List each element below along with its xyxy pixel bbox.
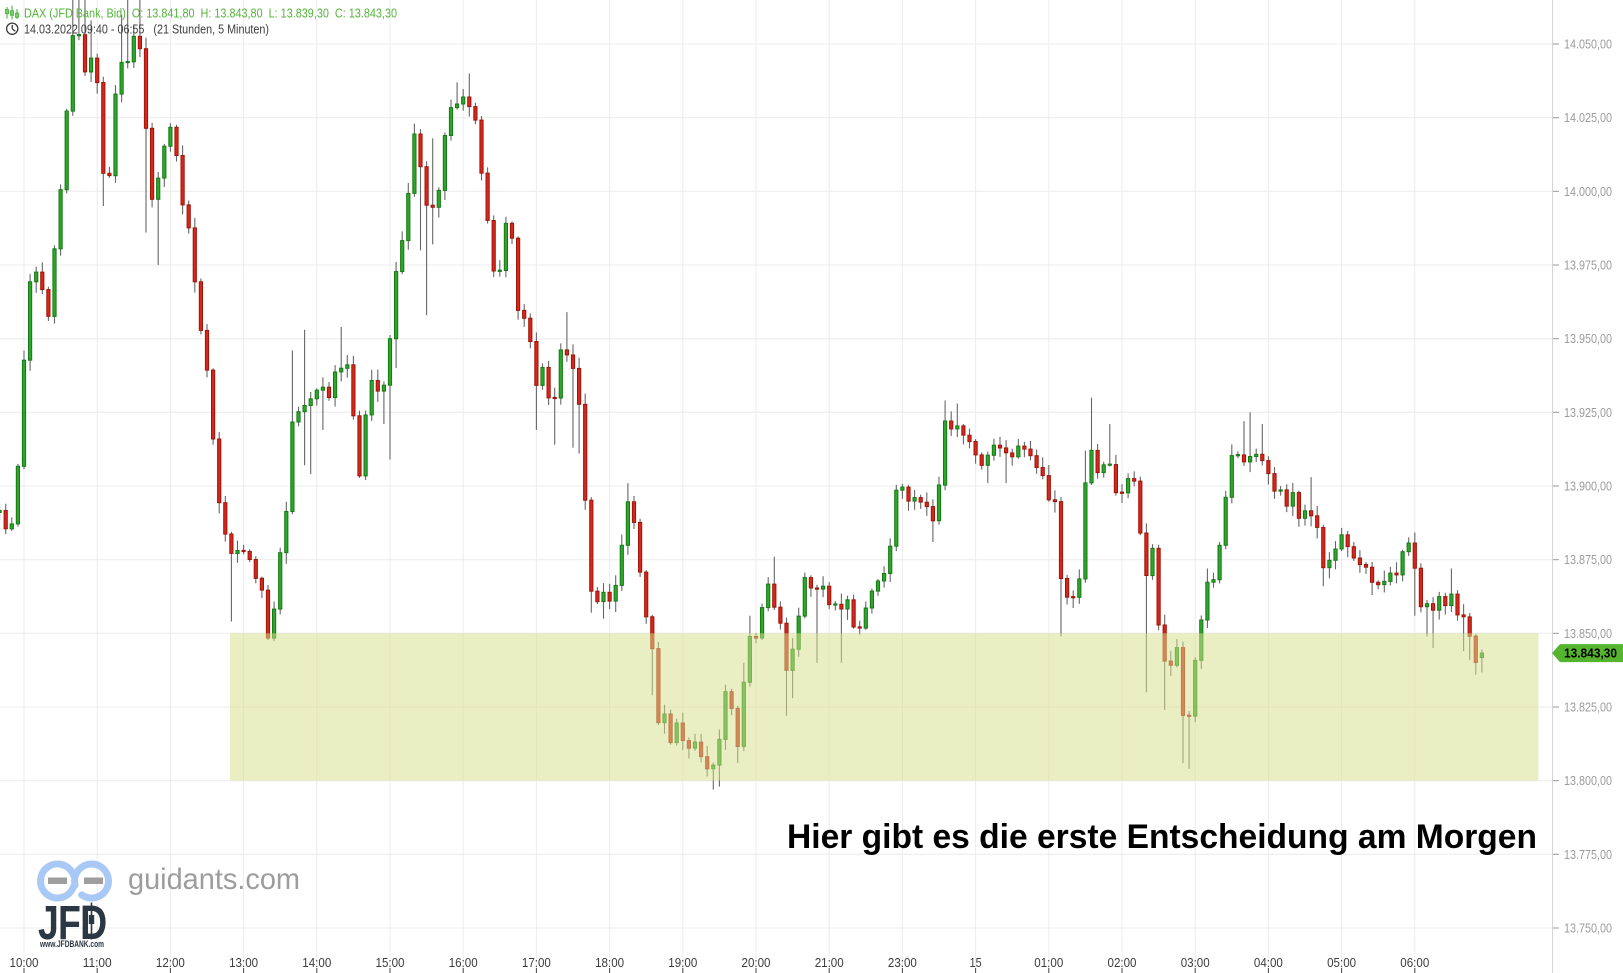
svg-text:05:00: 05:00 xyxy=(1327,955,1356,970)
svg-text:14.03.2022 09:40 - 06:55 (21: 14.03.2022 09:40 - 06:55 (21 Stunden, 5 … xyxy=(24,21,269,36)
svg-text:15:00: 15:00 xyxy=(376,955,405,970)
svg-text:04:00: 04:00 xyxy=(1254,955,1283,970)
svg-text:13.825,00: 13.825,00 xyxy=(1564,701,1612,715)
svg-text:13.850,00: 13.850,00 xyxy=(1564,627,1612,641)
svg-text:10:00: 10:00 xyxy=(10,955,39,970)
svg-text:17:00: 17:00 xyxy=(522,955,551,970)
svg-text:Hier gibt es die erste Entsche: Hier gibt es die erste Entscheidung am M… xyxy=(787,818,1537,856)
svg-text:13.750,00: 13.750,00 xyxy=(1564,922,1612,936)
svg-text:12:00: 12:00 xyxy=(156,955,185,970)
svg-text:13.900,00: 13.900,00 xyxy=(1564,480,1612,494)
svg-text:14.025,00: 14.025,00 xyxy=(1564,111,1612,125)
svg-text:13.875,00: 13.875,00 xyxy=(1564,553,1612,567)
svg-text:06:00: 06:00 xyxy=(1400,955,1429,970)
svg-text:01:00: 01:00 xyxy=(1034,955,1063,970)
svg-text:13.843,30: 13.843,30 xyxy=(1564,647,1617,661)
svg-text:13:00: 13:00 xyxy=(229,955,258,970)
svg-text:13.800,00: 13.800,00 xyxy=(1564,774,1612,788)
svg-text:21:00: 21:00 xyxy=(815,955,844,970)
svg-text:15: 15 xyxy=(970,955,982,970)
svg-text:14.050,00: 14.050,00 xyxy=(1564,38,1612,52)
svg-text:16:00: 16:00 xyxy=(449,955,478,970)
svg-text:JFD: JFD xyxy=(38,897,106,951)
svg-text:DAX (JFD Bank, Bid) O: 13.841: DAX (JFD Bank, Bid) O: 13.841,80 H: 13.8… xyxy=(24,6,397,21)
svg-text:13.950,00: 13.950,00 xyxy=(1564,332,1612,346)
svg-text:11:00: 11:00 xyxy=(83,955,112,970)
svg-text:23:00: 23:00 xyxy=(888,955,917,970)
svg-text:13.975,00: 13.975,00 xyxy=(1564,259,1612,273)
svg-text:18:00: 18:00 xyxy=(595,955,624,970)
svg-text:www.JFDBANK.com: www.JFDBANK.com xyxy=(39,939,104,949)
svg-text:guidants.com: guidants.com xyxy=(128,863,300,896)
svg-text:20:00: 20:00 xyxy=(742,955,771,970)
svg-text:19:00: 19:00 xyxy=(668,955,697,970)
svg-text:02:00: 02:00 xyxy=(1108,955,1137,970)
svg-text:14:00: 14:00 xyxy=(302,955,331,970)
svg-text:03:00: 03:00 xyxy=(1181,955,1210,970)
svg-text:14.000,00: 14.000,00 xyxy=(1564,185,1612,199)
svg-text:13.775,00: 13.775,00 xyxy=(1564,848,1612,862)
svg-text:13.925,00: 13.925,00 xyxy=(1564,406,1612,420)
